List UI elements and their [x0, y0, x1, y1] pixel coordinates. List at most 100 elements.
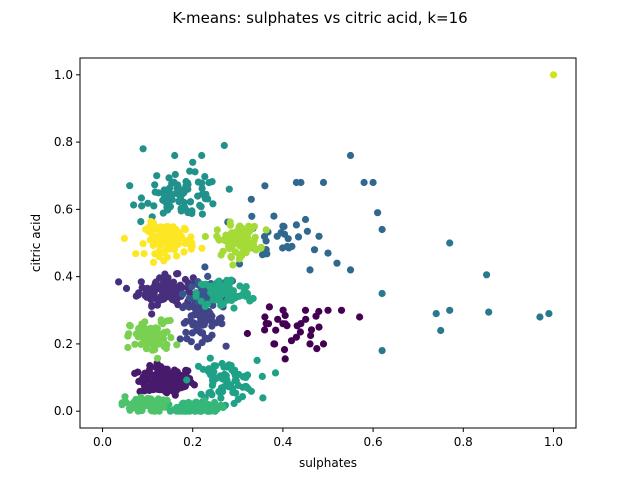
data-point-cluster-7	[194, 192, 202, 200]
data-point-cluster-0	[301, 306, 310, 314]
data-point-cluster-10	[212, 406, 220, 414]
data-point-cluster-0	[261, 313, 269, 321]
data-point-cluster-8	[230, 399, 238, 408]
data-point-cluster-5	[261, 182, 269, 190]
data-point-cluster-14	[167, 234, 176, 242]
data-point-cluster-12	[162, 344, 170, 352]
data-point-cluster-0	[313, 345, 321, 353]
data-point-cluster-8	[206, 354, 214, 362]
data-point-cluster-6	[536, 313, 544, 321]
data-point-cluster-13	[217, 251, 225, 259]
data-point-cluster-10	[173, 407, 181, 415]
data-point-cluster-5	[346, 151, 355, 160]
data-point-cluster-5	[247, 195, 255, 203]
data-point-cluster-0	[297, 320, 305, 328]
data-point-cluster-8	[220, 363, 228, 371]
data-point-cluster-1	[140, 387, 149, 395]
data-point-cluster-8	[208, 376, 217, 384]
data-point-cluster-13	[250, 222, 258, 230]
data-point-cluster-1	[159, 378, 167, 386]
data-point-cluster-11	[133, 401, 141, 409]
data-point-cluster-10	[219, 403, 227, 411]
data-point-cluster-3	[222, 342, 230, 350]
data-point-cluster-7	[168, 179, 176, 188]
data-point-cluster-13	[229, 261, 237, 269]
data-point-cluster-4	[201, 263, 209, 271]
data-point-cluster-14	[173, 252, 181, 260]
data-point-cluster-7	[191, 168, 199, 176]
data-point-cluster-11	[163, 396, 171, 404]
data-point-cluster-11	[148, 396, 156, 405]
data-point-cluster-14	[140, 250, 148, 258]
data-point-cluster-2	[137, 278, 145, 286]
data-point-cluster-6	[446, 306, 454, 314]
data-point-cluster-2	[115, 278, 123, 286]
data-point-cluster-6	[446, 239, 454, 247]
data-point-cluster-3	[194, 343, 202, 351]
data-point-cluster-7	[153, 172, 161, 180]
y-tick-label: 0.2	[54, 337, 73, 351]
data-point-cluster-12	[166, 316, 174, 325]
data-point-cluster-7	[201, 173, 209, 181]
data-point-cluster-3	[179, 304, 187, 312]
data-point-cluster-0	[274, 315, 282, 323]
data-point-cluster-5	[270, 212, 278, 220]
data-point-cluster-12	[167, 334, 175, 342]
data-point-cluster-7	[171, 151, 179, 160]
chart-title: K-means: sulphates vs citric acid, k=16	[172, 9, 467, 27]
data-point-cluster-14	[168, 239, 176, 247]
data-point-cluster-8	[259, 394, 267, 402]
data-point-cluster-0	[315, 323, 323, 331]
data-point-cluster-7	[173, 184, 181, 193]
data-point-cluster-3	[217, 314, 225, 322]
data-point-cluster-5	[301, 215, 310, 224]
data-point-cluster-7	[189, 158, 197, 166]
data-point-cluster-7	[204, 195, 212, 203]
data-point-cluster-1	[141, 369, 149, 377]
data-point-cluster-9	[230, 304, 238, 312]
data-point-cluster-12	[159, 320, 167, 328]
data-point-cluster-7	[198, 184, 206, 192]
y-axis-label: citric acid	[29, 214, 43, 272]
data-point-cluster-13	[213, 226, 221, 234]
data-point-cluster-2	[142, 289, 150, 297]
data-point-cluster-7	[186, 167, 194, 175]
data-point-cluster-2	[159, 275, 167, 283]
data-point-cluster-13	[226, 221, 234, 229]
data-point-cluster-10	[180, 399, 188, 407]
data-point-cluster-5	[235, 260, 244, 268]
data-point-cluster-5	[292, 221, 300, 229]
data-point-cluster-13	[238, 252, 246, 260]
data-point-cluster-7	[182, 177, 190, 186]
data-point-cluster-2	[122, 284, 131, 292]
data-point-cluster-7	[137, 194, 145, 202]
data-point-cluster-0	[261, 326, 269, 334]
data-point-cluster-7	[126, 182, 134, 190]
data-point-cluster-3	[176, 335, 184, 343]
data-point-cluster-7	[138, 202, 146, 210]
data-point-cluster-3	[188, 329, 196, 337]
data-point-cluster-9	[197, 297, 205, 305]
data-point-cluster-12	[126, 321, 134, 329]
data-point-cluster-14	[132, 250, 140, 258]
data-point-cluster-0	[319, 340, 328, 348]
data-point-cluster-0	[243, 329, 251, 338]
data-point-cluster-12	[173, 341, 181, 349]
data-point-cluster-8	[205, 389, 213, 397]
data-point-cluster-12	[149, 325, 157, 333]
data-point-cluster-13	[238, 236, 246, 244]
y-tick-label: 0.8	[54, 135, 73, 149]
data-point-cluster-14	[166, 228, 174, 236]
data-point-cluster-14	[155, 253, 163, 261]
data-point-cluster-13	[262, 226, 270, 234]
data-point-cluster-14	[163, 253, 171, 261]
data-point-cluster-5	[310, 246, 319, 254]
data-point-cluster-10	[200, 397, 208, 405]
data-point-cluster-2	[167, 289, 175, 297]
data-point-cluster-2	[173, 295, 181, 303]
data-point-cluster-12	[131, 340, 139, 348]
data-point-cluster-7	[144, 199, 152, 207]
data-point-cluster-9	[224, 296, 232, 304]
data-point-cluster-12	[135, 324, 143, 333]
data-point-cluster-7	[166, 190, 174, 198]
